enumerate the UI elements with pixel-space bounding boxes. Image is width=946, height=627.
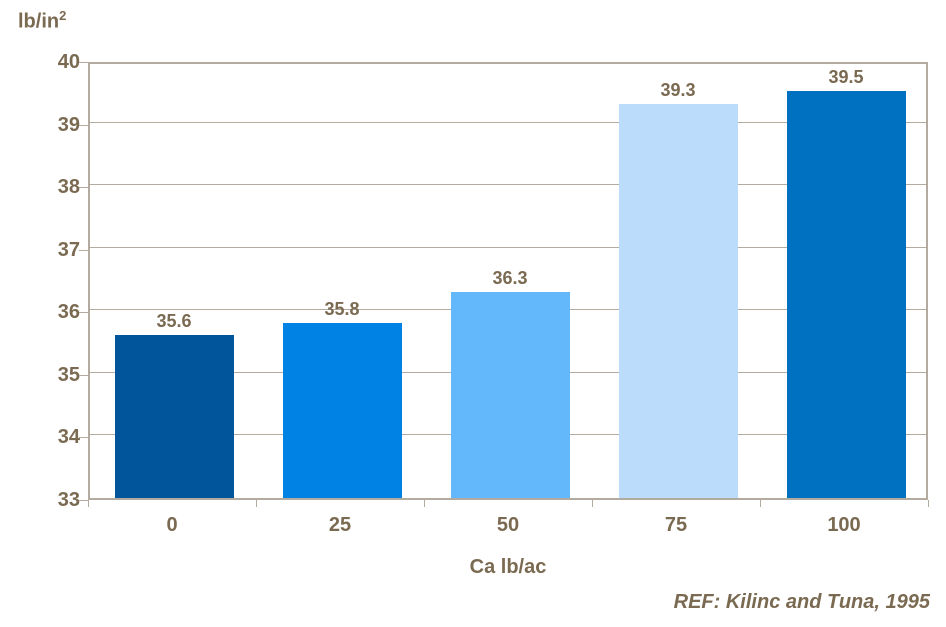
x-tick-label: 100 bbox=[827, 514, 861, 536]
x-tick-label: 25 bbox=[328, 514, 352, 536]
y-tick-mark bbox=[79, 500, 88, 501]
y-axis-unit-base: lb/in bbox=[18, 10, 60, 33]
bar-50 bbox=[450, 291, 570, 498]
bar-value-label: 39.3 bbox=[660, 79, 696, 100]
y-tick-label: 33 bbox=[57, 489, 80, 511]
x-tick-mark bbox=[592, 500, 593, 507]
y-tick-label: 34 bbox=[57, 426, 80, 449]
y-tick-label: 39 bbox=[57, 113, 80, 136]
y-tick-mark bbox=[79, 374, 88, 376]
x-tick-mark bbox=[760, 500, 761, 507]
y-tick-mark bbox=[79, 249, 88, 251]
bar-0 bbox=[114, 335, 234, 498]
y-tick-mark bbox=[79, 187, 88, 189]
bar-value-label: 39.5 bbox=[828, 67, 864, 88]
x-tick-label: 0 bbox=[166, 514, 178, 536]
x-tick-mark bbox=[256, 500, 257, 507]
bar-100 bbox=[786, 91, 906, 498]
y-axis-unit-label: lb/in2 bbox=[18, 8, 66, 34]
gridline bbox=[90, 184, 926, 186]
x-tick-label: 50 bbox=[496, 514, 520, 536]
y-tick-mark bbox=[79, 312, 88, 314]
y-tick-mark bbox=[79, 124, 88, 126]
y-tick-label: 40 bbox=[57, 51, 80, 73]
bar-value-label: 35.6 bbox=[156, 311, 192, 332]
x-tick-label: 75 bbox=[664, 514, 688, 536]
x-axis-title: Ca lb/ac bbox=[469, 556, 547, 578]
y-tick-label: 35 bbox=[57, 363, 80, 386]
gridline bbox=[90, 246, 926, 248]
plot-area: 35.6 35.8 36.3 39.3 39.5 bbox=[88, 62, 928, 500]
x-tick-mark bbox=[424, 500, 425, 507]
bar-75 bbox=[618, 103, 738, 498]
y-tick-label: 38 bbox=[57, 176, 80, 199]
bar-value-label: 36.3 bbox=[492, 267, 528, 288]
gridline bbox=[90, 121, 926, 123]
y-tick-mark bbox=[79, 437, 88, 439]
x-tick-mark bbox=[928, 500, 929, 507]
y-tick-label: 36 bbox=[57, 301, 80, 324]
x-tick-mark bbox=[88, 500, 89, 507]
y-tick-mark bbox=[79, 62, 88, 63]
bar-value-label: 35.8 bbox=[324, 298, 360, 319]
bar-25 bbox=[282, 322, 402, 498]
y-tick-label: 37 bbox=[57, 238, 80, 261]
reference-note: REF: Kilinc and Tuna, 1995 bbox=[673, 591, 930, 613]
y-axis-unit-exponent: 2 bbox=[59, 8, 67, 23]
